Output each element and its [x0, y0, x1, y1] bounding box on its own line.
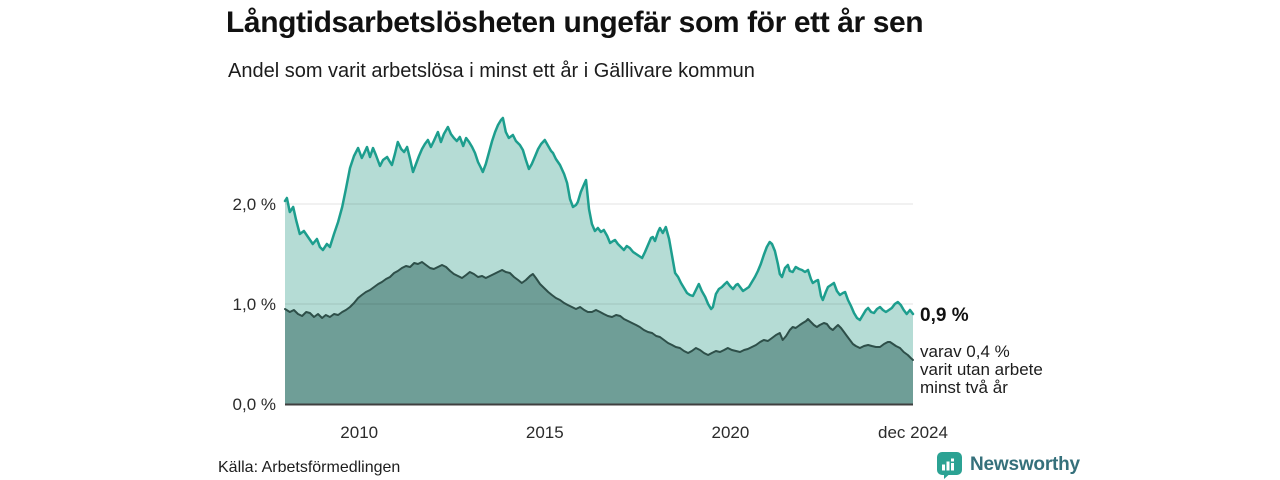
series-line-2	[284, 261, 914, 361]
annotation-line-1: varav 0,4 %	[920, 342, 1010, 361]
series-area-2	[285, 262, 913, 404]
page-subtitle: Andel som varit arbetslösa i minst ett å…	[228, 60, 755, 82]
x-tick-label: dec 2024	[878, 423, 948, 442]
annotation-line-2: varit utan arbete	[920, 360, 1043, 379]
brand-name: Newsworthy	[970, 454, 1080, 475]
page-title: Långtidsarbetslösheten ungefär som för e…	[226, 6, 924, 39]
x-tick-label: 2015	[526, 423, 564, 442]
y-tick-label: 0,0 %	[233, 395, 276, 414]
newsworthy-logo-icon	[937, 452, 962, 479]
annotation-line-3: minst två år	[920, 378, 1008, 397]
x-tick-label: 2010	[340, 423, 378, 442]
series-line-1	[283, 116, 915, 322]
y-tick-label: 2,0 %	[233, 195, 276, 214]
source-note: Källa: Arbetsförmedlingen	[218, 459, 401, 476]
x-tick-label: 2020	[711, 423, 749, 442]
end-value-label: 0,9 %	[920, 305, 969, 326]
y-tick-label: 1,0 %	[233, 295, 276, 314]
brand-logo: Newsworthy	[936, 451, 1080, 479]
end-value-annotation: 0,9 % varav 0,4 % varit utan arbete mins…	[920, 305, 1070, 397]
